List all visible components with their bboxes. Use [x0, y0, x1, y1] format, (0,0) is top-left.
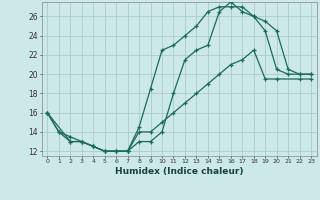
X-axis label: Humidex (Indice chaleur): Humidex (Indice chaleur)	[115, 167, 244, 176]
